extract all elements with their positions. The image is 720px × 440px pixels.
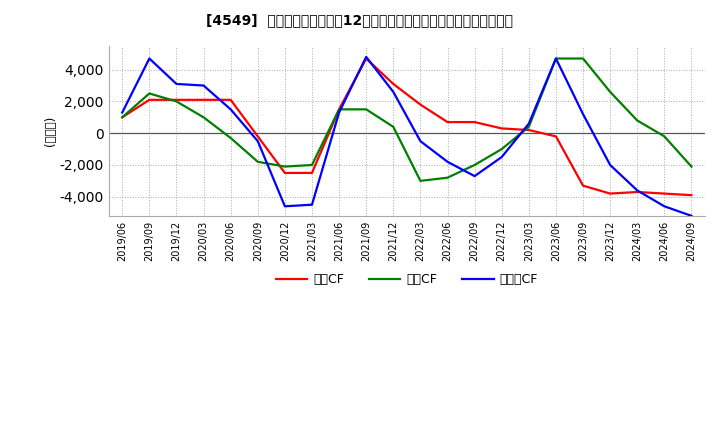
- フリーCF: [470, 173, 479, 179]
- フリーCF: [145, 56, 153, 61]
- 投資CF: [335, 107, 343, 112]
- Legend: 営業CF, 投資CF, フリーCF: 営業CF, 投資CF, フリーCF: [271, 268, 543, 291]
- 営業CF: [362, 56, 371, 61]
- 投資CF: [660, 134, 669, 139]
- 投資CF: [524, 124, 533, 129]
- フリーCF: [444, 159, 452, 165]
- フリーCF: [172, 81, 181, 87]
- 営業CF: [524, 127, 533, 132]
- 営業CF: [579, 183, 588, 188]
- 投資CF: [389, 124, 397, 129]
- 営業CF: [687, 193, 696, 198]
- フリーCF: [524, 121, 533, 126]
- Y-axis label: (百万円): (百万円): [44, 116, 57, 146]
- 営業CF: [416, 102, 425, 107]
- フリーCF: [660, 204, 669, 209]
- フリーCF: [226, 107, 235, 112]
- 投資CF: [281, 164, 289, 169]
- フリーCF: [118, 110, 127, 115]
- 営業CF: [226, 97, 235, 103]
- 営業CF: [660, 191, 669, 196]
- 投資CF: [606, 89, 614, 95]
- 営業CF: [253, 134, 262, 139]
- 投資CF: [362, 107, 371, 112]
- 投資CF: [199, 115, 208, 120]
- Line: 営業CF: 営業CF: [122, 59, 691, 195]
- フリーCF: [687, 213, 696, 219]
- フリーCF: [362, 54, 371, 59]
- フリーCF: [199, 83, 208, 88]
- 投資CF: [498, 147, 506, 152]
- フリーCF: [335, 110, 343, 115]
- 営業CF: [172, 97, 181, 103]
- 営業CF: [307, 170, 316, 176]
- 投資CF: [307, 162, 316, 168]
- Text: [4549]  キャッシュフローの12か月移動合計の対前年同期増減額の推移: [4549] キャッシュフローの12か月移動合計の対前年同期増減額の推移: [207, 13, 513, 27]
- 投資CF: [552, 56, 560, 61]
- 営業CF: [199, 97, 208, 103]
- フリーCF: [416, 139, 425, 144]
- 投資CF: [444, 175, 452, 180]
- 営業CF: [281, 170, 289, 176]
- 投資CF: [687, 164, 696, 169]
- Line: フリーCF: フリーCF: [122, 57, 691, 216]
- 投資CF: [470, 162, 479, 168]
- 営業CF: [498, 126, 506, 131]
- 営業CF: [335, 107, 343, 112]
- フリーCF: [552, 56, 560, 61]
- 営業CF: [552, 134, 560, 139]
- 投資CF: [633, 118, 642, 123]
- フリーCF: [633, 188, 642, 193]
- フリーCF: [281, 204, 289, 209]
- 営業CF: [470, 119, 479, 125]
- フリーCF: [498, 154, 506, 160]
- フリーCF: [389, 89, 397, 95]
- フリーCF: [253, 139, 262, 144]
- 投資CF: [172, 99, 181, 104]
- 投資CF: [226, 136, 235, 141]
- 投資CF: [416, 178, 425, 183]
- 営業CF: [118, 115, 127, 120]
- 営業CF: [389, 81, 397, 87]
- 営業CF: [633, 189, 642, 194]
- フリーCF: [579, 111, 588, 117]
- 投資CF: [253, 159, 262, 165]
- 投資CF: [579, 56, 588, 61]
- フリーCF: [606, 162, 614, 168]
- 営業CF: [606, 191, 614, 196]
- フリーCF: [307, 202, 316, 207]
- 営業CF: [444, 119, 452, 125]
- Line: 投資CF: 投資CF: [122, 59, 691, 181]
- 投資CF: [145, 91, 153, 96]
- 投資CF: [118, 115, 127, 120]
- 営業CF: [145, 97, 153, 103]
